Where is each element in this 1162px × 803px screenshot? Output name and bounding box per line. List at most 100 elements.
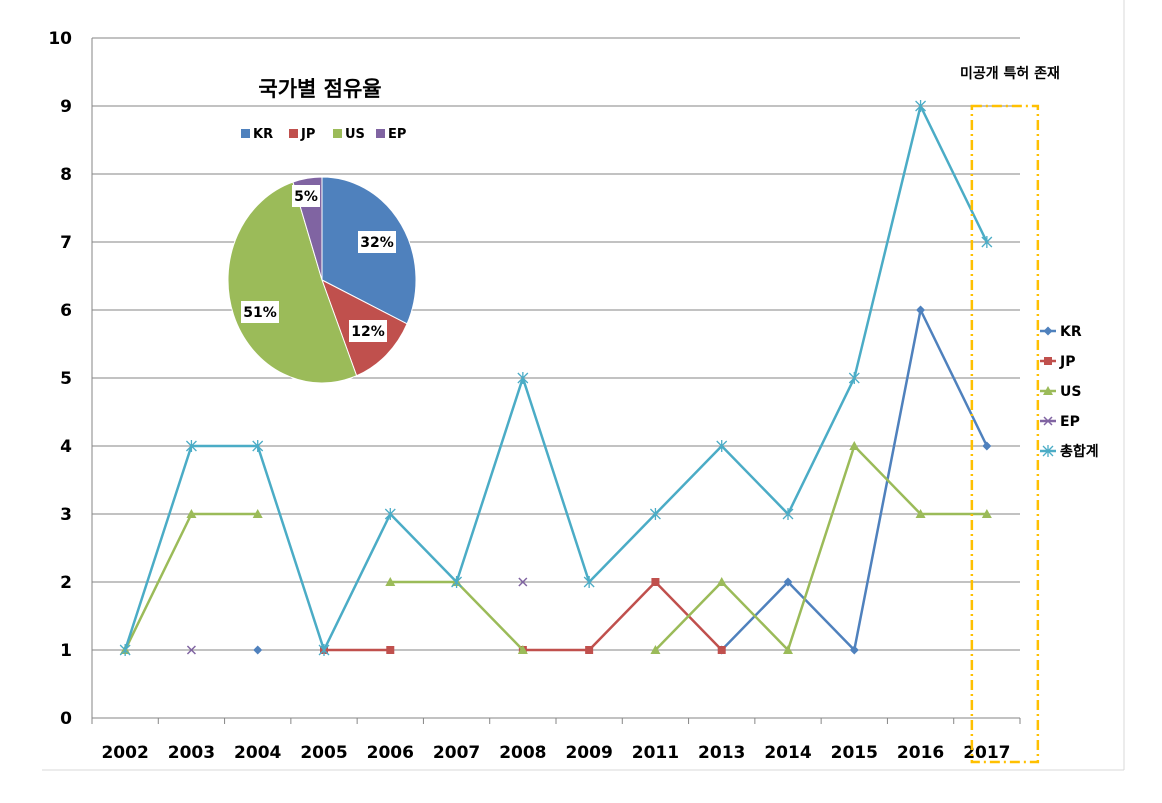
pie-data-label-us: 51% — [241, 301, 279, 323]
legend-label: US — [1060, 384, 1081, 400]
pie-data-label-text: 5% — [294, 189, 318, 205]
data-point-kr-2014 — [783, 577, 793, 587]
data-point-us-2003 — [186, 509, 197, 518]
x-tick-label: 2003 — [168, 743, 215, 763]
marker-shape — [716, 440, 728, 452]
data-point-jp-2006 — [386, 646, 395, 654]
marker-shape — [386, 646, 395, 654]
data-point-ep-2003 — [186, 645, 196, 655]
x-tick-label: 2015 — [831, 743, 878, 763]
marker-shape — [318, 644, 330, 656]
marker-shape — [185, 440, 197, 452]
pie-legend-label: US — [345, 127, 365, 142]
axis-layer: 0 1 2 3 4 5 6 7 8 9 10 2002 2003 2004 2005 2006 2007 2008… — [48, 29, 1021, 763]
marker-shape — [1044, 357, 1052, 365]
series-layer — [119, 100, 993, 656]
pie-chart: 국가별 점유율 KR JP US EP 32% 12% 51% 5% — [227, 77, 417, 384]
y-tick-label: 5 — [60, 369, 72, 389]
data-point-us-2017 — [981, 509, 992, 518]
x-tick-label: 2005 — [300, 743, 347, 763]
pie-legend-label: KR — [253, 127, 273, 142]
data-point-series-4-2015 — [848, 372, 860, 384]
pie-legend-item-us: US — [333, 127, 365, 142]
data-point-series-4-2003 — [185, 440, 197, 452]
marker-shape — [782, 508, 794, 520]
pie-legend-swatch — [333, 129, 342, 138]
marker-shape — [585, 646, 594, 654]
data-point-jp-2013 — [717, 646, 726, 654]
data-point-series-4-2009 — [583, 576, 595, 588]
marker-shape — [783, 577, 793, 587]
pie-title: 국가별 점유율 — [258, 77, 381, 101]
data-point-kr-2017 — [982, 441, 992, 451]
data-point-us-2014 — [783, 645, 793, 654]
marker-shape — [982, 441, 992, 451]
y-tick-label: 10 — [48, 29, 72, 49]
y-tick-label: 2 — [60, 573, 72, 593]
marker-shape — [385, 577, 396, 586]
data-point-series-4-2004 — [252, 440, 264, 452]
y-tick-label: 7 — [60, 233, 72, 253]
data-point-series-4-2007 — [451, 576, 463, 588]
data-point-series-4-2005 — [318, 644, 330, 656]
legend-label: EP — [1060, 414, 1080, 430]
pie-data-label-text: 12% — [351, 324, 385, 340]
legend-item-series-4: 총합계 — [1040, 443, 1099, 460]
legend-label: KR — [1060, 324, 1082, 340]
x-tick-label: 2006 — [367, 743, 414, 763]
x-tick-label: 2016 — [897, 743, 944, 763]
marker-shape — [517, 645, 528, 654]
pie-data-label-jp: 12% — [349, 320, 387, 342]
data-point-us-2011 — [650, 645, 661, 654]
pie-data-label-ep: 5% — [292, 185, 320, 207]
pie-slice-us — [227, 181, 358, 384]
data-point-series-4-2016 — [915, 100, 927, 112]
pie-data-label-bg — [349, 320, 387, 342]
data-point-us-2004 — [252, 509, 263, 518]
legend-marker — [1043, 386, 1053, 395]
data-point-kr-2004 — [253, 645, 263, 655]
marker-shape — [849, 645, 859, 655]
x-tick-label: 2014 — [764, 743, 811, 763]
marker-shape — [518, 577, 528, 587]
x-tick-label: 2009 — [565, 743, 612, 763]
marker-shape — [717, 646, 726, 654]
data-point-kr-2016 — [916, 305, 926, 315]
x-tick-label: 2004 — [234, 743, 281, 763]
legend-item-kr: KR — [1040, 324, 1082, 340]
pie-data-label-bg — [241, 301, 279, 323]
pie-data-label-bg — [358, 231, 396, 253]
legend-label: 총합계 — [1060, 443, 1099, 460]
x-tick-label: 2002 — [101, 743, 148, 763]
legend-item-ep: EP — [1040, 414, 1080, 430]
marker-shape — [716, 577, 727, 586]
marker-shape — [915, 100, 927, 112]
marker-shape — [186, 509, 197, 518]
marker-shape — [252, 509, 263, 518]
pie-legend-swatch — [241, 129, 250, 138]
legend-marker — [1043, 416, 1053, 426]
marker-shape — [1043, 416, 1053, 426]
marker-shape — [583, 576, 595, 588]
marker-shape — [848, 372, 860, 384]
marker-shape — [649, 508, 661, 520]
legend-label: JP — [1059, 354, 1075, 370]
x-tick-label: 2007 — [433, 743, 480, 763]
marker-shape — [981, 509, 992, 518]
marker-shape — [517, 372, 529, 384]
x-tick-label: 2008 — [499, 743, 546, 763]
legend-layer: KR JP US EP 총합계 — [1040, 324, 1099, 460]
x-tick-label: 2011 — [632, 743, 679, 763]
marker-shape — [1042, 445, 1054, 457]
data-point-ep-2008 — [518, 577, 528, 587]
legend-item-us: US — [1040, 384, 1081, 400]
data-point-us-2008 — [517, 645, 528, 654]
y-tick-label: 6 — [60, 301, 72, 321]
y-tick-label: 4 — [60, 437, 72, 457]
legend-marker — [1044, 357, 1052, 365]
pie-legend-item-jp: JP — [289, 127, 315, 142]
pie-legend-swatch — [376, 129, 385, 138]
